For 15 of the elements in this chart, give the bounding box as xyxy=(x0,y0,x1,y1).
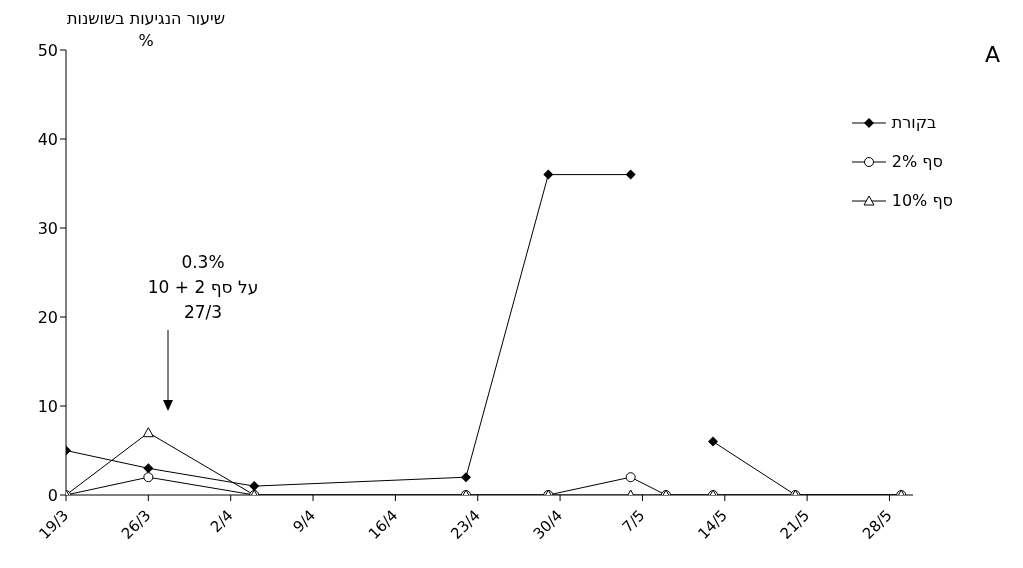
x-tick-label: 7/5 xyxy=(618,506,649,537)
x-tick-label: 9/4 xyxy=(289,506,320,537)
y-tick-label: 0 xyxy=(47,485,58,505)
y-tick-label: 20 xyxy=(37,307,58,327)
y-axis-title: שיעור הנגיעות בשושנות % xyxy=(67,9,225,50)
x-tick-label: 2/4 xyxy=(206,506,237,537)
legend-label: סף 10% xyxy=(891,191,953,210)
legend-label: סף 2% xyxy=(891,152,943,171)
legend-label: בקורת xyxy=(891,113,937,132)
text: A xyxy=(984,42,1000,67)
y-tick-label: 10 xyxy=(37,396,58,416)
y-tick-label: 30 xyxy=(37,218,58,238)
y-tick-label: 50 xyxy=(37,40,58,60)
annotation: 0.3% על סף 2 + 10 27/3 xyxy=(146,251,260,324)
y-tick-label: 40 xyxy=(37,129,58,149)
